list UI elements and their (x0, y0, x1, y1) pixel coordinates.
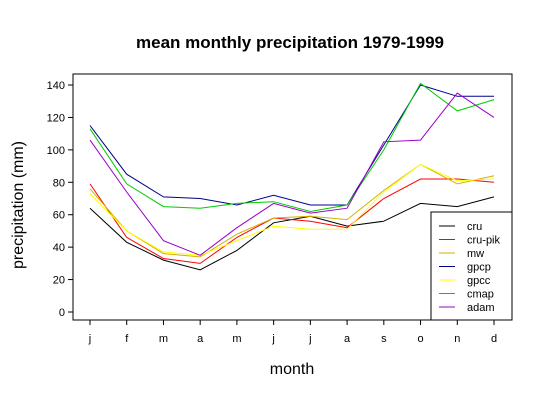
x-tick-label-5: j (271, 333, 274, 345)
x-tick-label-11: d (491, 333, 497, 345)
plot-frame (72, 73, 513, 321)
legend-label-mw: mw (467, 248, 484, 260)
legend-label-cru-pik: cru-pik (467, 235, 501, 247)
series-line-gpcc (89, 163, 495, 256)
series-line-gpcp (89, 84, 494, 206)
x-tick-label-2: m (159, 333, 168, 345)
legend-label-adam: adam (467, 302, 495, 314)
x-tick-label-10: n (454, 333, 460, 345)
x-tick-label-3: a (197, 333, 204, 345)
x-axis-label: month (270, 361, 314, 378)
y-tick-label-140: 140 (47, 80, 65, 92)
series-line-adam (89, 92, 495, 256)
plot-area: 0 20 40 60 80 100 120 140 j f m a m j j a s o n d cru cru-pik… (47, 73, 513, 345)
legend-label-gpcc: gpcc (467, 275, 491, 287)
x-tick-label-4: m (232, 333, 241, 345)
legend-label-cru: cru (467, 221, 482, 233)
x-tick-label-8: s (381, 333, 387, 345)
y-tick-label-20: 20 (53, 275, 65, 287)
y-tick-label-80: 80 (53, 177, 65, 189)
legend-label-gpcp: gpcp (467, 262, 491, 274)
x-tick-label-1: f (125, 333, 129, 345)
series-line-cmap (89, 82, 495, 213)
y-tick-label-120: 120 (47, 112, 65, 124)
chart-title: mean monthly precipitation 1979-1999 (136, 33, 444, 52)
x-tick-label-9: o (417, 333, 423, 345)
y-tick-label-0: 0 (59, 307, 65, 319)
x-tick-label-0: j (88, 333, 91, 345)
series-line-cru-pik (89, 178, 495, 264)
legend-label-cmap: cmap (467, 289, 494, 301)
x-tick-label-7: a (344, 333, 351, 345)
x-tick-label-6: j (308, 333, 311, 345)
y-tick-label-60: 60 (53, 210, 65, 222)
y-axis-label: precipitation (mm) (10, 141, 27, 269)
y-tick-label-100: 100 (47, 145, 65, 157)
y-tick-label-40: 40 (53, 242, 65, 254)
